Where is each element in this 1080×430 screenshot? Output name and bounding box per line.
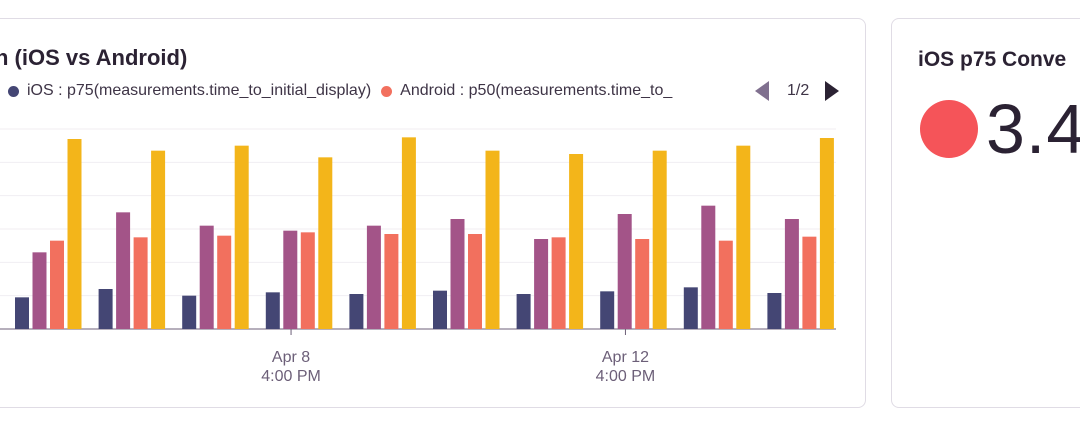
legend-dot-ios (8, 85, 19, 97)
bar-s1-g10[interactable] (767, 293, 782, 329)
bar-s1-g9[interactable] (683, 287, 698, 329)
x-tick-label: Apr 12 (602, 349, 649, 366)
bar-s2-g10[interactable] (784, 219, 799, 329)
bar-s3-g5[interactable] (384, 234, 399, 329)
big-number-value: 3.4 (986, 90, 1080, 168)
bar-s3-g4[interactable] (300, 232, 315, 329)
bar-s3-g3[interactable] (217, 235, 232, 329)
chart-title: n (iOS vs Android) (0, 45, 188, 70)
legend-page-indicator: 1/2 (787, 82, 810, 99)
legend-label-ios: iOS : p75(measurements.time_to_initial_d… (27, 82, 372, 99)
bar-s4-g5[interactable] (401, 137, 416, 329)
bar-s1-g7[interactable] (516, 294, 531, 329)
bar-s4-g4[interactable] (318, 157, 333, 329)
big-number-value-row: 3.4 (920, 89, 1080, 169)
bar-s2-g8[interactable] (617, 214, 632, 329)
bar-s2-g3[interactable] (199, 225, 214, 329)
bar-s1-g8[interactable] (600, 291, 615, 329)
bar-s1-g6[interactable] (433, 290, 447, 329)
bar-s3-g6[interactable] (468, 234, 482, 329)
legend-dot-android (381, 85, 393, 97)
bar-s3-g9[interactable] (718, 240, 733, 329)
legend-prev-page-icon[interactable] (755, 81, 769, 101)
bar-s4-g2[interactable] (151, 150, 166, 329)
legend-item-android[interactable]: Android : p50(measurements.time_to_ (381, 82, 672, 100)
bar-s4-g3[interactable] (234, 145, 249, 329)
legend-item-ios[interactable]: iOS : p75(measurements.time_to_initial_d… (8, 82, 371, 100)
x-tick-label-time: 4:00 PM (596, 368, 656, 385)
bar-s4-g8[interactable] (652, 150, 667, 329)
bar-s2-g4[interactable] (283, 230, 298, 329)
bar-s2-g6[interactable] (450, 219, 465, 329)
bar-s1-g5[interactable] (349, 294, 364, 329)
chart-card: n (iOS vs Android) iOS : p75(measurement… (0, 18, 866, 408)
bar-s4-g10[interactable] (819, 138, 834, 329)
bar-s3-g10[interactable] (802, 236, 817, 329)
x-tick-label: Apr 8 (272, 349, 310, 366)
bar-s2-g5[interactable] (366, 225, 381, 329)
bar-s1-g3[interactable] (182, 295, 197, 329)
bar-s2-g7[interactable] (534, 239, 549, 329)
bar-s2-g1[interactable] (32, 252, 47, 329)
big-number-title: iOS p75 Conve (918, 48, 1067, 71)
bar-s1-g2[interactable] (98, 289, 113, 329)
legend-label-android: Android : p50(measurements.time_to_ (400, 82, 673, 99)
bar-s3-g2[interactable] (133, 237, 148, 329)
legend-next-page-icon[interactable] (825, 81, 840, 101)
x-tick-label-time: 4:00 PM (261, 368, 321, 385)
bar-s3-g8[interactable] (635, 239, 650, 329)
bar-s4-g7[interactable] (569, 154, 584, 329)
bar-s4-g9[interactable] (736, 145, 751, 329)
bar-s3-g7[interactable] (551, 237, 566, 329)
bar-s1-g4[interactable] (265, 292, 280, 329)
bar-s2-g2[interactable] (116, 212, 131, 329)
chart-legend: iOS : p75(measurements.time_to_initial_d… (8, 80, 748, 102)
bar-s4-g6[interactable] (485, 150, 500, 329)
status-indicator-dot (920, 100, 978, 158)
bar-s4-g1[interactable] (67, 139, 82, 329)
bar-s2-g9[interactable] (701, 205, 716, 329)
big-number-card: iOS p75 Conve 3.4 (891, 18, 1080, 408)
bar-chart: Apr 8 4:00 PM Apr 12 4:00 PM (0, 128, 836, 385)
bar-s1-g1[interactable] (15, 297, 29, 329)
legend-pager: 1/2 (755, 79, 840, 103)
bar-s3-g1[interactable] (50, 240, 64, 329)
